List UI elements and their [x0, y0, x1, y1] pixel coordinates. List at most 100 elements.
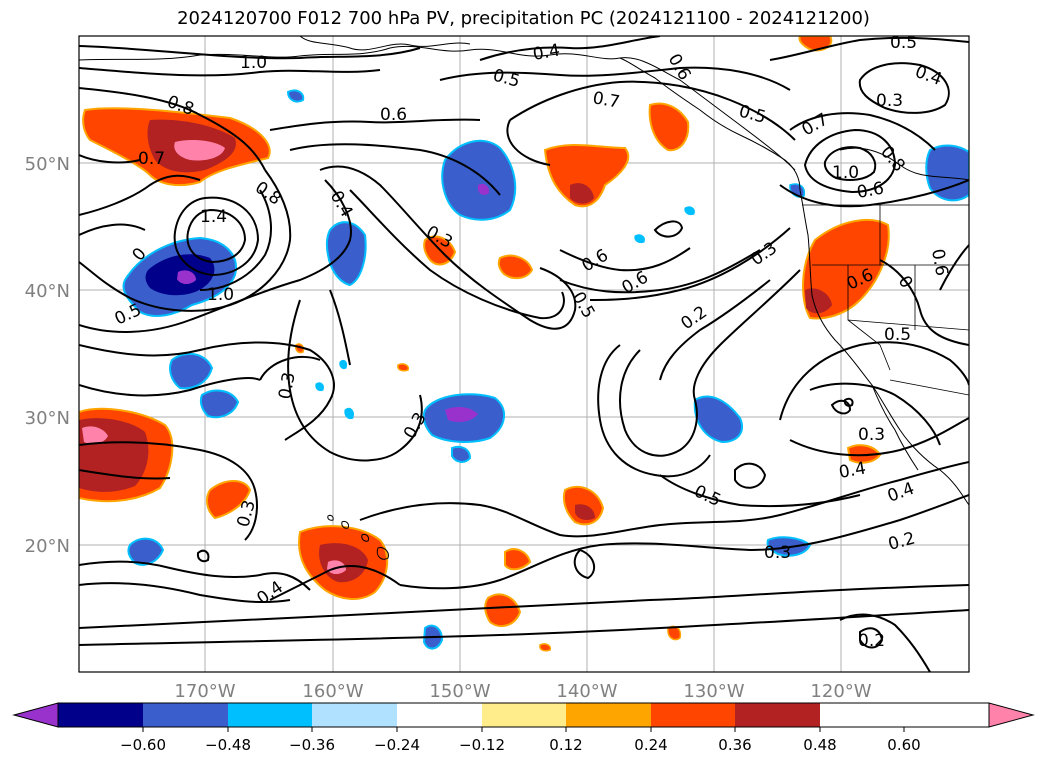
precip-neg-mid-core: [477, 183, 490, 195]
border-us-mexico: [889, 379, 969, 396]
pv-contour-23: [79, 582, 291, 604]
pv-contour-56: [879, 259, 969, 346]
pv-contour-26: [269, 565, 401, 601]
lon-label-140w: 140°W: [556, 681, 617, 702]
contour-label: 1.0: [832, 163, 859, 183]
contour-label: 0.4: [531, 41, 561, 65]
precip-neg-m: [344, 407, 354, 419]
precip-neg-n: [684, 206, 695, 216]
latitude-labels: 50°N 40°N 30°N 20°N: [25, 154, 70, 557]
contour-label: 0.2: [858, 631, 885, 651]
lon-label-160w: 160°W: [302, 681, 363, 702]
precip-area-small1: [667, 625, 682, 641]
pv-contour-37: [589, 227, 791, 301]
pv-contour-1: [79, 45, 421, 60]
pv-contour-40: [659, 279, 771, 381]
precip-area-nw-peak: [174, 140, 225, 161]
lon-label-150w: 150°W: [429, 681, 490, 702]
lat-label-50n: 50°N: [25, 154, 70, 175]
contour-label: 0.3: [876, 91, 903, 111]
colorbar-tick-label: −0.24: [374, 736, 420, 754]
precip-area-small2: [397, 363, 410, 372]
pv-contour-6: [199, 189, 272, 291]
colorbar-segment: [566, 703, 651, 727]
pv-contour-45: [809, 382, 941, 446]
pv-contour-24: [79, 584, 969, 629]
colorbar-tick-label: 0.24: [634, 736, 667, 754]
lon-label-120w: 120°W: [810, 681, 871, 702]
coastline-bc: [619, 57, 801, 191]
colorbar-segment: [397, 703, 482, 727]
pv-contour-53: [839, 613, 931, 672]
pv-contour-22: [79, 560, 311, 591]
precip-neg-d: [127, 537, 165, 566]
precip-area-gulf: [648, 102, 690, 152]
pv-contour-4: [79, 154, 141, 164]
contour-label: 1.4: [200, 207, 227, 227]
pv-contour-29: [573, 549, 596, 580]
pv-contour-15: [319, 165, 577, 330]
colorbar-segment: [735, 703, 820, 727]
pv-contour-34: [559, 247, 691, 272]
contour-label: 0.3: [858, 425, 885, 445]
pv-contour-58: [843, 397, 854, 407]
pv-contour-13: [269, 118, 481, 131]
colorbar-tick-label: −0.36: [289, 736, 335, 754]
precip-neg-b: [169, 352, 214, 390]
pv-contour-32: [479, 36, 661, 61]
pv-contour-25: [79, 609, 969, 646]
precip-neg-i: [451, 445, 472, 463]
precip-area-w-peak: [82, 426, 108, 444]
coastline-hawaii-kauai: [327, 514, 334, 521]
colorbar-tick-label: 0.48: [803, 736, 836, 754]
coastline-baja: [871, 384, 919, 471]
colorbar-frame: [57, 702, 990, 728]
contour-label: 0.5: [890, 33, 917, 53]
pv-contour-30: [509, 80, 796, 141]
colorbar-segment: [143, 703, 228, 727]
lat-label-40n: 40°N: [25, 281, 70, 302]
pv-contour-19: [79, 377, 261, 397]
precip-area-sw1: [206, 480, 252, 520]
pv-contour-16: [349, 189, 565, 320]
colorbar-extend-high: [988, 702, 1035, 728]
lat-label-30n: 30°N: [25, 408, 70, 429]
precip-area-baja: [846, 444, 882, 464]
pv-contour-41: [734, 462, 767, 489]
precip-neg-center-core: [445, 406, 478, 422]
pv-contour-36: [653, 220, 684, 238]
contour-label: 0.4: [837, 459, 867, 483]
contour-label: 0.3: [764, 543, 791, 563]
pv-contour-43: [779, 341, 969, 421]
colorbar-tick-label: 0.12: [549, 736, 582, 754]
pv-contour-9: [79, 174, 201, 216]
coastline-hawaii-oahu: [341, 521, 349, 529]
colorbar-segment: [228, 703, 312, 727]
pv-contour-27: [399, 494, 969, 590]
contour-label: 0.3: [275, 371, 299, 401]
contour-label: 0.7: [591, 88, 621, 112]
colorbar-tick-label: 0.60: [887, 736, 920, 754]
coastline-hawaii-big: [376, 547, 389, 560]
colorbar-tick-labels: −0.60 −0.48 −0.36 −0.24 −0.12 0.12 0.24 …: [120, 736, 921, 754]
pv-contour-50: [779, 179, 969, 208]
contour-label: 0.6: [380, 105, 407, 125]
precip-neg-j: [286, 89, 305, 103]
contour-label: 1.0: [207, 285, 234, 305]
colorbar-tick-label: 0.36: [718, 736, 751, 754]
pv-contour-11: [79, 179, 352, 333]
pv-contour-46: [830, 399, 852, 415]
pv-contour-44: [789, 417, 969, 457]
map-border: [78, 35, 970, 673]
contour-label: 0.5: [884, 325, 911, 345]
colorbar-segment: [482, 703, 566, 727]
precip-neg-h: [925, 144, 969, 202]
colorbar-segment: [58, 703, 143, 727]
pv-contour-59: [329, 289, 351, 366]
precip-area-small4: [539, 643, 552, 652]
coastline-alaska: [79, 45, 796, 171]
colorbar-ticks: [142, 727, 905, 732]
pv-contour-3: [79, 87, 266, 171]
